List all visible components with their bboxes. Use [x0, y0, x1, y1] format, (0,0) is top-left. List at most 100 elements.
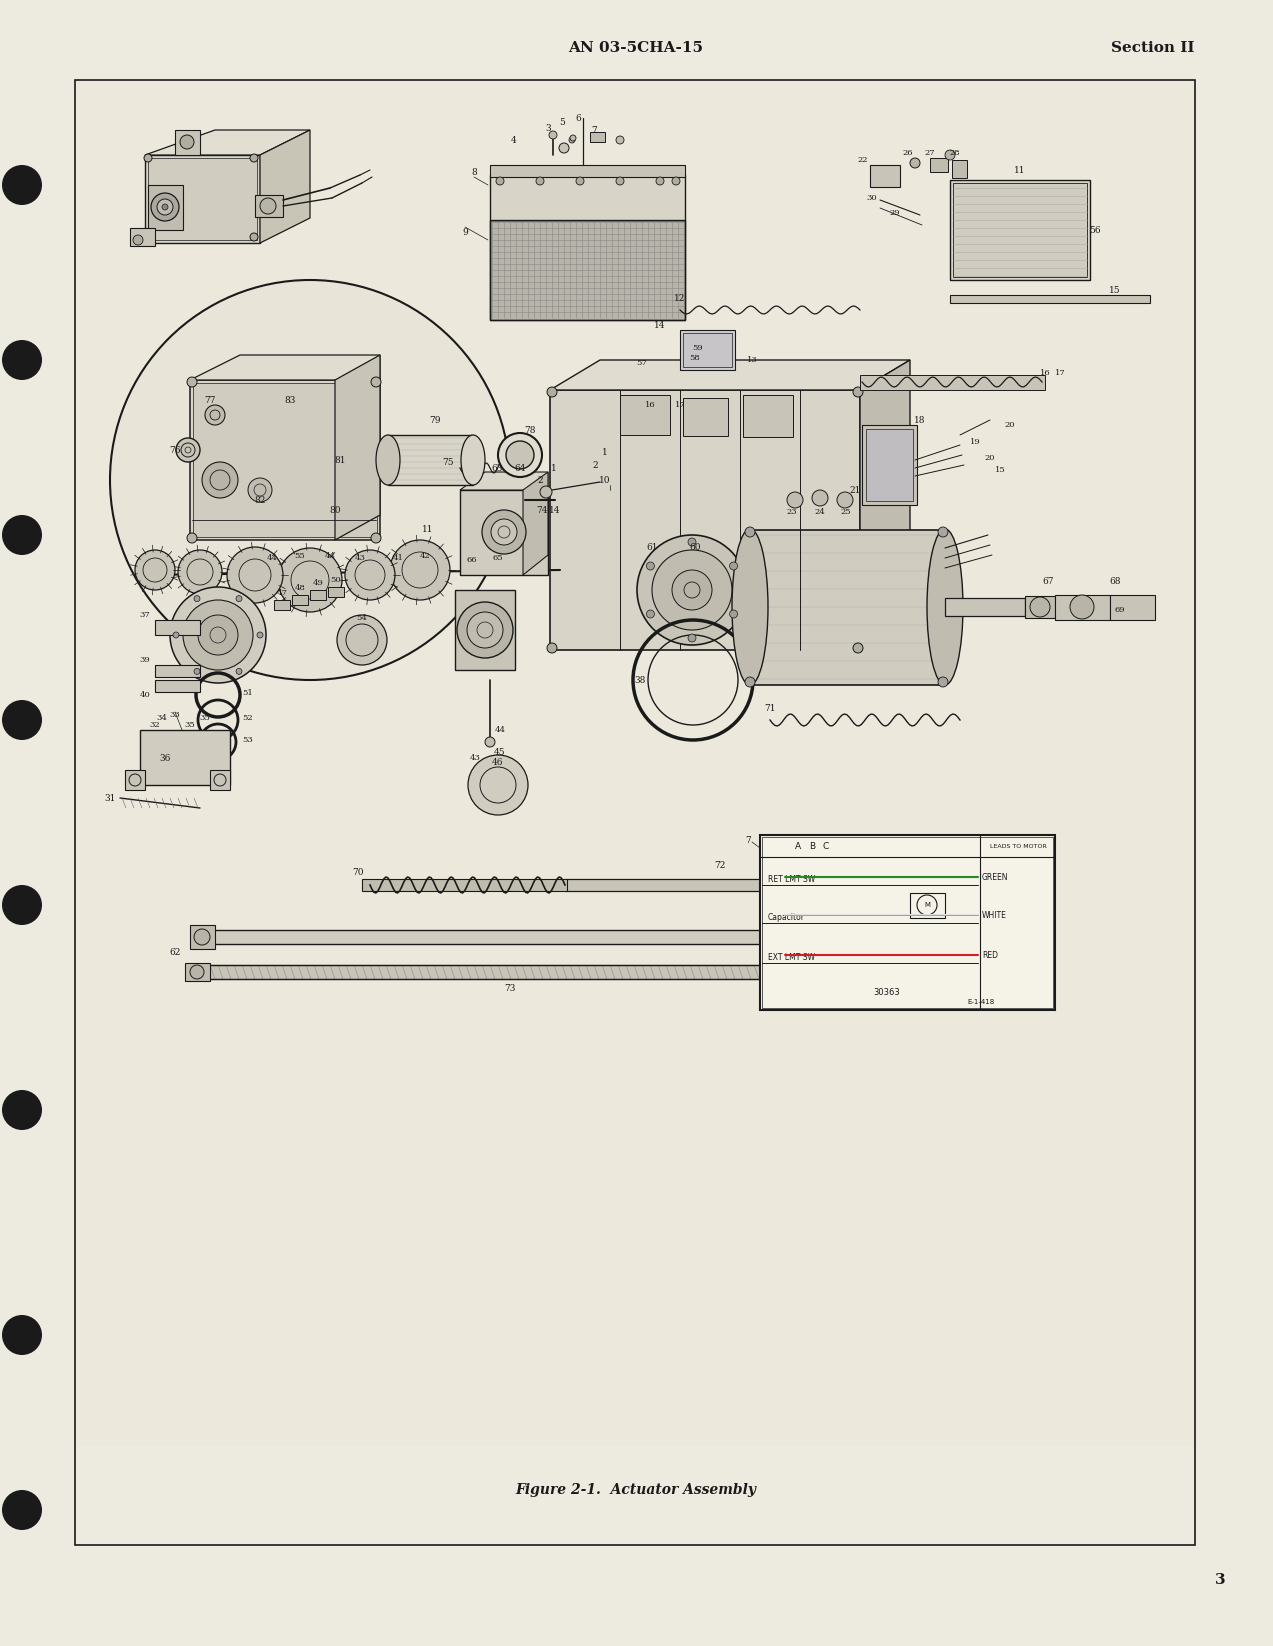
Circle shape — [547, 644, 558, 653]
Text: 63: 63 — [491, 464, 503, 472]
Text: 48: 48 — [294, 584, 306, 593]
Text: 71: 71 — [764, 703, 775, 713]
Bar — [193, 384, 377, 537]
Text: 3: 3 — [1214, 1574, 1226, 1587]
Bar — [550, 390, 861, 650]
Bar — [1110, 594, 1155, 621]
Text: E-1-418: E-1-418 — [967, 999, 995, 1006]
Circle shape — [491, 518, 517, 545]
Circle shape — [157, 199, 173, 216]
Circle shape — [248, 477, 272, 502]
Bar — [200, 930, 900, 945]
Text: 28: 28 — [950, 150, 960, 156]
Circle shape — [278, 548, 342, 612]
Circle shape — [652, 550, 732, 630]
Text: 59: 59 — [693, 344, 704, 352]
Circle shape — [109, 280, 510, 680]
Text: 20: 20 — [985, 454, 995, 463]
Text: 68: 68 — [1109, 578, 1120, 586]
Text: 23: 23 — [787, 509, 797, 515]
Circle shape — [236, 668, 242, 675]
Circle shape — [3, 515, 42, 555]
Ellipse shape — [376, 435, 400, 486]
Bar — [565, 879, 995, 890]
Text: 80: 80 — [330, 505, 341, 515]
Bar — [311, 589, 326, 601]
Circle shape — [540, 486, 552, 499]
Bar — [460, 491, 547, 574]
Text: AN 03-5CHA-15: AN 03-5CHA-15 — [569, 41, 704, 54]
Circle shape — [938, 527, 948, 537]
Bar — [760, 835, 1055, 1011]
Text: 19: 19 — [970, 438, 980, 446]
Text: RET LMT SW: RET LMT SW — [768, 874, 815, 884]
Circle shape — [687, 634, 696, 642]
Text: 79: 79 — [429, 415, 440, 425]
Circle shape — [135, 550, 174, 589]
Text: 7: 7 — [745, 836, 751, 844]
Circle shape — [3, 700, 42, 741]
Text: 43: 43 — [470, 754, 480, 762]
Circle shape — [1030, 597, 1050, 617]
Text: 81: 81 — [335, 456, 346, 464]
Circle shape — [187, 533, 197, 543]
Circle shape — [3, 1315, 42, 1355]
Text: 38: 38 — [634, 675, 645, 685]
Circle shape — [729, 561, 737, 570]
Text: 66: 66 — [467, 556, 477, 565]
Circle shape — [3, 1490, 42, 1531]
Text: EXT LMT SW: EXT LMT SW — [768, 953, 815, 961]
Bar — [155, 680, 200, 691]
Text: 9: 9 — [462, 227, 468, 237]
Circle shape — [236, 596, 242, 602]
Circle shape — [162, 204, 168, 211]
Text: 74: 74 — [536, 505, 547, 515]
Circle shape — [457, 602, 513, 658]
Text: 36: 36 — [159, 754, 171, 762]
Circle shape — [687, 538, 696, 546]
Bar — [953, 183, 1087, 277]
Polygon shape — [190, 356, 381, 380]
Circle shape — [3, 165, 42, 206]
Circle shape — [227, 546, 283, 602]
Polygon shape — [550, 360, 910, 390]
Bar — [140, 729, 230, 785]
Text: 37: 37 — [140, 611, 150, 619]
Text: 64: 64 — [514, 464, 526, 472]
Text: 21: 21 — [849, 486, 861, 494]
Circle shape — [549, 132, 558, 138]
Text: 54: 54 — [356, 614, 368, 622]
Circle shape — [498, 433, 542, 477]
Text: 22: 22 — [858, 156, 868, 165]
Text: 30363: 30363 — [873, 988, 900, 996]
Text: 40: 40 — [140, 691, 150, 700]
Bar — [76, 81, 1194, 1445]
Bar — [155, 621, 200, 635]
Bar — [950, 179, 1090, 280]
Text: C: C — [822, 841, 829, 851]
Text: 43: 43 — [355, 555, 365, 561]
Polygon shape — [460, 472, 547, 491]
Circle shape — [656, 178, 665, 184]
Circle shape — [496, 178, 504, 184]
Text: 17: 17 — [1054, 369, 1066, 377]
Circle shape — [536, 178, 544, 184]
Text: 14: 14 — [549, 505, 560, 515]
Ellipse shape — [732, 528, 768, 685]
Text: 4: 4 — [512, 135, 517, 145]
Text: 56: 56 — [1090, 226, 1101, 234]
Text: 20: 20 — [1004, 421, 1016, 430]
Circle shape — [173, 632, 179, 639]
Bar — [388, 435, 474, 486]
Text: 41: 41 — [392, 555, 404, 561]
Bar — [743, 395, 793, 436]
Text: Capacitor: Capacitor — [768, 912, 805, 922]
Circle shape — [199, 616, 238, 655]
Circle shape — [636, 535, 747, 645]
Polygon shape — [260, 130, 311, 244]
Circle shape — [616, 178, 624, 184]
Text: 65: 65 — [493, 555, 503, 561]
Text: 1: 1 — [551, 464, 556, 472]
Bar — [620, 395, 670, 435]
Circle shape — [178, 550, 222, 594]
